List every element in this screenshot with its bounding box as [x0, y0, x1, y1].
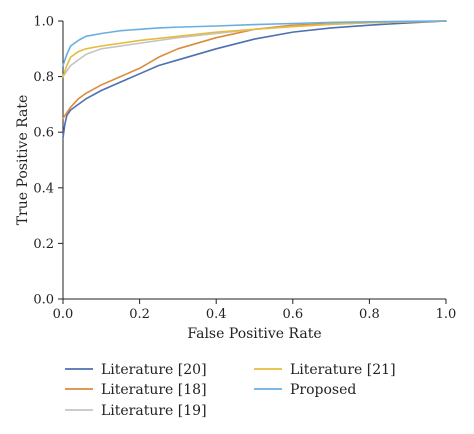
legend-label: Literature [21] [290, 362, 396, 378]
y-tick-label: 0.0 [33, 293, 54, 308]
series-line-4 [62, 20, 447, 78]
series-lines [62, 20, 447, 139]
legend-item: Literature [18] [65, 382, 207, 398]
x-tick-label: 1.0 [436, 307, 457, 322]
x-tick-label: 0.4 [206, 307, 227, 322]
legend-label: Literature [18] [101, 382, 207, 398]
legend: Literature [20] Literature [21] Literature… [65, 362, 396, 419]
y-axis-title: True Positive Rate [15, 95, 31, 226]
x-tick-label: 0.0 [53, 307, 74, 322]
legend-item: Literature [21] [254, 362, 396, 378]
series-line-1 [62, 20, 447, 139]
legend-label: Proposed [290, 382, 356, 398]
axes: 0.0 0.2 0.4 0.6 0.8 1.0 0.0 0.2 0.4 0.6 0.8 1.0 [33, 15, 456, 323]
y-tick-label: 0.2 [33, 237, 54, 252]
y-tick-label: 0.6 [33, 126, 54, 141]
x-axis-title: False Positive Rate [187, 326, 321, 342]
legend-item: Literature [19] [65, 403, 207, 419]
legend-item: Proposed [254, 382, 356, 398]
series-line-5 [62, 20, 447, 67]
y-tick-label: 0.8 [33, 70, 54, 85]
y-tick-label: 0.4 [33, 181, 54, 196]
legend-label: Literature [20] [101, 362, 207, 378]
legend-item: Literature [20] [65, 362, 207, 378]
x-tick-label: 0.6 [282, 307, 303, 322]
y-tick-label: 1.0 [33, 15, 54, 30]
x-tick-label: 0.2 [129, 307, 150, 322]
x-tick-label: 0.8 [359, 307, 380, 322]
series-line-2 [62, 20, 447, 120]
legend-label: Literature [19] [101, 403, 207, 419]
